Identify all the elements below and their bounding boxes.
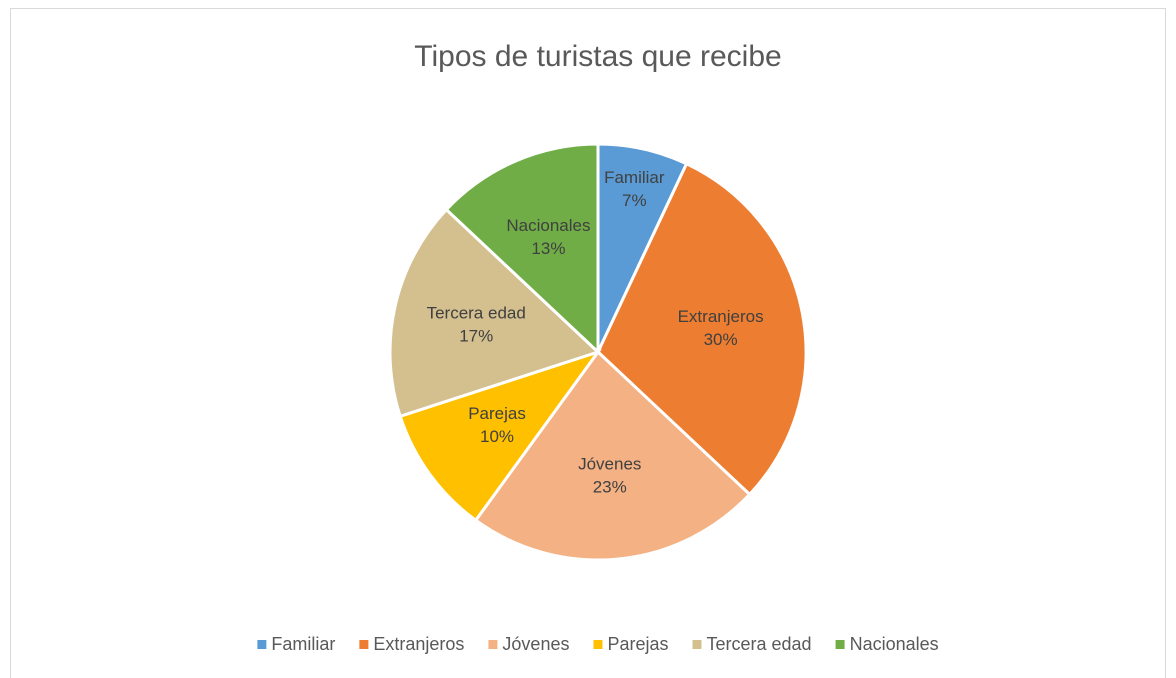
legend-label: Tercera edad xyxy=(707,634,812,654)
pie-slice xyxy=(388,207,601,419)
data-label-name: Tercera edad xyxy=(427,303,526,322)
pie-slice xyxy=(444,142,600,356)
legend-label: Familiar xyxy=(271,634,335,654)
data-label-name: Jóvenes xyxy=(578,455,641,474)
legend-label: Extranjeros xyxy=(373,634,464,654)
data-label-value: 13% xyxy=(531,239,565,258)
pie-slice xyxy=(398,349,602,523)
data-label-name: Familiar xyxy=(604,168,665,187)
legend-swatch xyxy=(488,640,498,649)
legend-swatch xyxy=(835,640,845,649)
data-label-value: 23% xyxy=(593,478,627,497)
legend-label: Nacionales xyxy=(850,634,939,654)
pie-slice xyxy=(473,349,752,562)
chart-title: Tipos de turistas que recibe xyxy=(414,40,781,73)
legend-swatch xyxy=(593,640,603,649)
data-label-value: 7% xyxy=(622,191,647,210)
data-label-value: 30% xyxy=(704,330,738,349)
legend-label: Jóvenes xyxy=(502,634,569,654)
data-label-name: Nacionales xyxy=(506,216,590,235)
legend-label: Parejas xyxy=(607,634,668,654)
data-label-value: 17% xyxy=(459,326,493,345)
pie-slice xyxy=(596,161,808,497)
data-label-name: Parejas xyxy=(468,404,526,423)
data-label-name: Extranjeros xyxy=(678,307,764,326)
legend-swatch xyxy=(257,640,267,649)
data-label-value: 10% xyxy=(480,427,514,446)
legend-swatch xyxy=(692,640,702,649)
legend-swatch xyxy=(359,640,369,649)
